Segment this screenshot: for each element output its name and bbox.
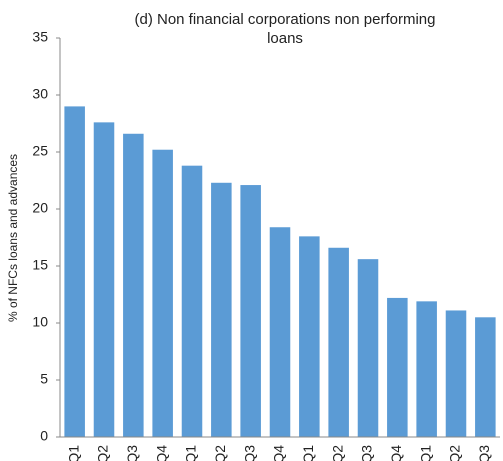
y-tick-label: 0 — [40, 428, 48, 444]
x-tick-label: 17Q2 — [95, 445, 111, 461]
bar — [387, 297, 408, 437]
x-tick-label: 19Q3 — [359, 445, 375, 461]
x-tick-label: 20Q2 — [447, 445, 463, 461]
bar — [240, 185, 261, 437]
bar — [475, 317, 496, 437]
x-tick-label: 20Q3 — [476, 445, 492, 461]
bar — [152, 149, 173, 437]
x-tick-label: 18Q2 — [212, 445, 228, 461]
bar — [416, 301, 437, 437]
y-tick-label: 10 — [32, 314, 48, 330]
x-tick-label: 17Q3 — [124, 445, 140, 461]
y-tick-label: 25 — [32, 143, 48, 159]
bar — [299, 236, 320, 437]
chart-title: (d) Non financial corporations non perfo… — [134, 11, 436, 47]
y-tick-label: 30 — [32, 86, 48, 102]
x-tick-label: 17Q1 — [65, 445, 81, 461]
bar — [269, 227, 291, 437]
bar — [328, 247, 349, 437]
y-tick-label: 35 — [32, 29, 48, 45]
bar — [211, 182, 232, 437]
y-tick-label: 5 — [40, 371, 48, 387]
x-tick-label: 17Q4 — [153, 445, 169, 461]
y-axis-label: % of NFCs loans and advances — [6, 154, 20, 322]
y-tick-label: 15 — [32, 257, 48, 273]
bar — [93, 122, 115, 438]
x-tick-label: 20Q1 — [417, 445, 433, 461]
bar — [357, 259, 379, 437]
bar — [123, 133, 144, 437]
x-tick-label: 18Q4 — [271, 445, 287, 461]
x-tick-label: 19Q2 — [329, 445, 345, 461]
x-tick-label: 18Q1 — [183, 445, 199, 461]
x-tick-label: 19Q1 — [300, 445, 316, 461]
x-tick-label: 19Q4 — [388, 445, 404, 461]
x-tick-label: 18Q3 — [241, 445, 257, 461]
bar — [445, 310, 467, 437]
bar — [181, 165, 203, 437]
y-tick-label: 20 — [32, 200, 48, 216]
bar — [64, 106, 85, 438]
